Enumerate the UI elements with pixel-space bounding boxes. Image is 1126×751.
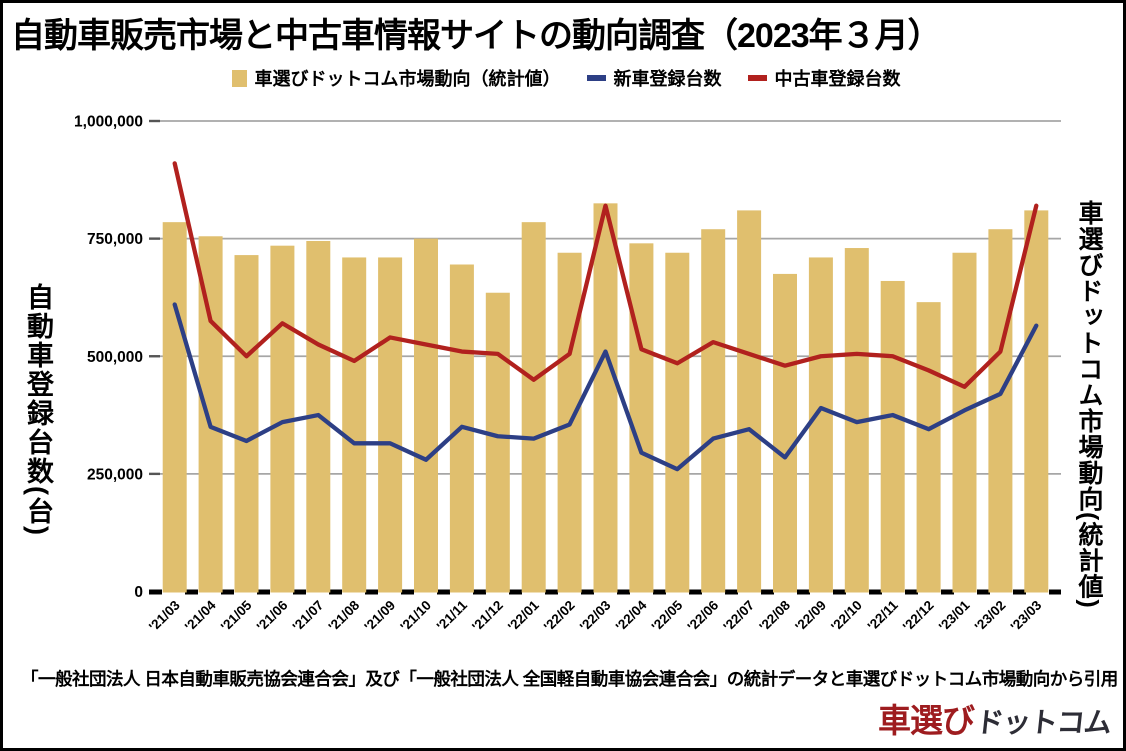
bar [665, 252, 690, 593]
x-tick-label: '22/05 [649, 597, 686, 634]
x-tick-label: '21/04 [182, 597, 219, 634]
page-title: 自動車販売市場と中古車情報サイトの動向調査（2023年３月） [11, 17, 942, 55]
legend-item-bar-series: 車選びドットコム市場動向（統計値） [231, 65, 561, 91]
bar [916, 302, 941, 593]
y-tick-label: 250,000 [87, 466, 143, 483]
bar [593, 203, 618, 593]
newcar-series-swatch-icon [586, 75, 606, 81]
bar [342, 257, 367, 593]
legend-label: 車選びドットコム市場動向（統計値） [254, 69, 561, 89]
legend-item-newcar-series: 新車登録台数 [586, 65, 722, 91]
x-tick-label: '21/06 [254, 597, 291, 634]
x-tick-label: '23/01 [936, 597, 973, 634]
x-tick-label: '22/09 [792, 598, 829, 635]
legend-item-usedcar-series: 中古車登録台数 [747, 65, 901, 91]
kurumaerabi-logo: 車選び ドットコム [877, 694, 1113, 742]
bar [808, 257, 833, 593]
legend-label: 新車登録台数 [613, 69, 722, 89]
y-tick-label: 750,000 [87, 231, 143, 248]
x-tick-label: '22/12 [900, 598, 937, 635]
x-tick-label: '21/08 [326, 597, 363, 634]
x-tick-label: '22/07 [720, 598, 757, 635]
x-tick-label: '23/03 [1008, 597, 1045, 634]
x-tick-label: '21/05 [218, 597, 255, 634]
x-tick-label: '22/04 [613, 597, 650, 634]
x-tick-label: '23/02 [972, 598, 1009, 635]
bar [1024, 210, 1049, 593]
line-series [172, 302, 1039, 472]
y-axis-title-right: 車選びドットコム市場動向(統計値) [1075, 200, 1103, 609]
bar [162, 222, 187, 593]
bar [521, 222, 546, 593]
x-tick-label: '22/08 [756, 597, 793, 634]
x-tick-label: '22/03 [577, 597, 614, 634]
y-tick-label: 500,000 [87, 349, 143, 366]
chart-svg: 0250,000500,000750,0001,000,000'21/03'21… [74, 114, 1061, 635]
bar [629, 243, 654, 593]
x-tick-label: '21/11 [434, 597, 471, 634]
x-tick-label: '21/07 [290, 598, 327, 635]
usedcar-series-swatch-icon [747, 75, 767, 81]
bar [880, 280, 905, 593]
x-tick-label: '22/01 [505, 597, 542, 634]
legend-label: 中古車登録台数 [774, 69, 901, 89]
x-tick-label: '21/09 [361, 598, 398, 635]
chart-legend: 車選びドットコム市場動向（統計値） 新車登録台数 中古車登録台数 [3, 65, 1123, 91]
bar [234, 255, 259, 593]
y-tick-label: 1,000,000 [74, 114, 143, 131]
bar [414, 238, 438, 593]
bar [773, 273, 797, 593]
x-tick-label: '22/06 [685, 597, 722, 634]
bar [378, 257, 403, 593]
x-tick-label: '22/10 [828, 598, 865, 635]
logo-text-dark: ドットコム [974, 707, 1113, 738]
bar [952, 252, 977, 593]
bar-series-swatch-icon [231, 69, 247, 87]
bar [701, 229, 726, 593]
logo-text-red: 車選び [877, 702, 975, 739]
bar [198, 236, 223, 593]
bar [737, 210, 762, 593]
bar [485, 292, 510, 593]
y-axis-title-left: 自動車登録台数(台) [23, 283, 53, 537]
line-series [172, 161, 1039, 389]
source-note: 「一般社団法人 日本自動車販売協会連合会」及び「一般社団法人 全国軽自動車協会連… [21, 669, 1118, 689]
x-tick-label: '21/12 [469, 598, 506, 635]
x-tick-label: '22/02 [541, 598, 578, 635]
x-tick-label: '21/03 [146, 597, 183, 634]
y-tick-label: 0 [134, 584, 143, 601]
x-tick-label: '21/10 [397, 598, 434, 635]
bar [988, 229, 1013, 593]
x-tick-label: '22/11 [865, 597, 902, 634]
